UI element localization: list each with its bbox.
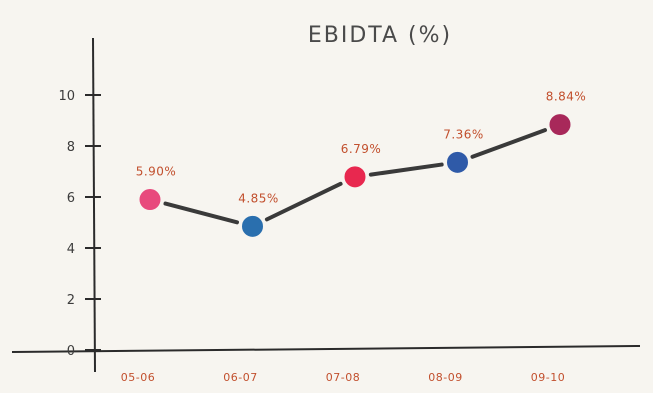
axes [11,37,641,373]
x-category-label: 07-08 [326,371,360,384]
points [139,114,571,237]
data-point [549,114,571,136]
y-tick-label: 6 [67,191,75,206]
x-axis-line [11,345,641,353]
x-category-label: 08-09 [428,371,462,384]
data-point [344,166,366,188]
x-category-label: 05-06 [121,371,155,384]
x-category-label: 06-07 [223,371,257,384]
x-category-label: 09-10 [531,371,565,384]
y-tick-label: 4 [67,242,75,257]
series-segment [368,162,444,177]
y-tick-label: 2 [67,293,75,308]
series-segment [163,201,240,225]
data-label: 6.79% [341,142,382,156]
series-segment [470,128,547,159]
chart-title: EBIDTA (%) [308,23,452,48]
series [163,128,547,225]
data-point [139,189,161,211]
series-segment [264,181,343,222]
data-label: 4.85% [238,191,279,205]
y-tick-label: 10 [58,89,75,104]
data-label: 5.90% [136,165,177,179]
y-ticks: 0 2 4 6 8 10 [58,89,101,359]
y-tick-label: 0 [67,344,75,359]
data-label: 8.84% [546,90,587,104]
data-point [447,151,468,173]
y-axis-line [92,37,96,373]
x-labels: 05-06 06-07 07-08 08-09 09-10 [121,371,565,384]
y-tick-label: 8 [67,140,75,155]
data-labels: 5.90% 4.85% 6.79% 7.36% 8.84% [136,90,587,206]
data-label: 7.36% [443,127,484,141]
data-point [242,215,263,237]
